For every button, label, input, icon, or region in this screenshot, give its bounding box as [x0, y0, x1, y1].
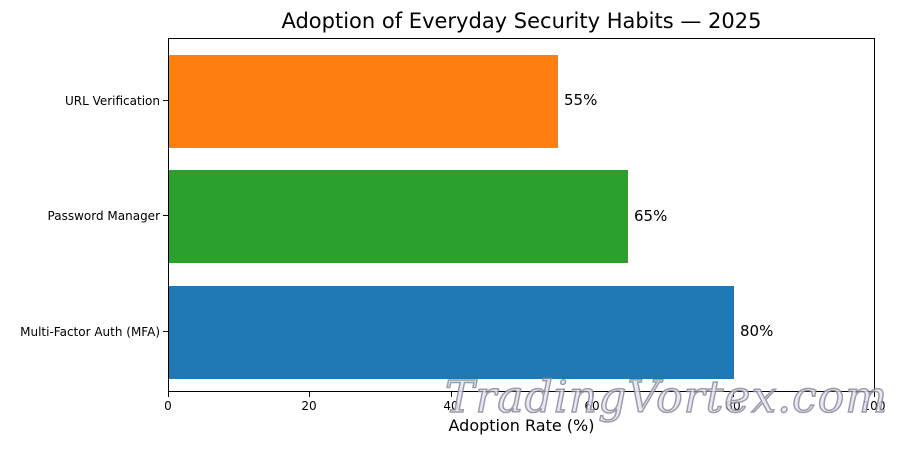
value-label-mfa: 80% — [740, 322, 774, 340]
x-tick-label: 100 — [862, 399, 886, 413]
x-tick-label: 60 — [584, 399, 600, 413]
x-axis-title: Adoption Rate (%) — [448, 416, 595, 435]
bar-mfa — [169, 286, 734, 379]
chart-title: Adoption of Everyday Security Habits — 2… — [281, 9, 762, 33]
x-tick — [309, 392, 310, 397]
y-tick — [163, 100, 168, 101]
bar-url-verification — [169, 55, 558, 148]
value-label-url-verification: 55% — [564, 91, 598, 109]
y-tick — [163, 331, 168, 332]
bar-password-manager — [169, 170, 628, 263]
x-tick — [451, 392, 452, 397]
y-label-url-verification: URL Verification — [64, 94, 160, 108]
x-tick-label: 40 — [443, 399, 459, 413]
x-tick — [592, 392, 593, 397]
x-tick — [168, 392, 169, 397]
y-label-password-manager: Password Manager — [47, 209, 160, 223]
x-tick-label: 20 — [301, 399, 317, 413]
x-tick — [733, 392, 734, 397]
y-tick — [163, 215, 168, 216]
y-label-mfa: Multi-Factor Auth (MFA) — [20, 325, 160, 339]
x-tick-label: 0 — [164, 399, 172, 413]
watermark: TradingVortex.com — [444, 371, 888, 424]
plot-area — [168, 38, 875, 392]
x-tick — [874, 392, 875, 397]
value-label-password-manager: 65% — [634, 207, 668, 225]
x-tick-label: 80 — [725, 399, 741, 413]
